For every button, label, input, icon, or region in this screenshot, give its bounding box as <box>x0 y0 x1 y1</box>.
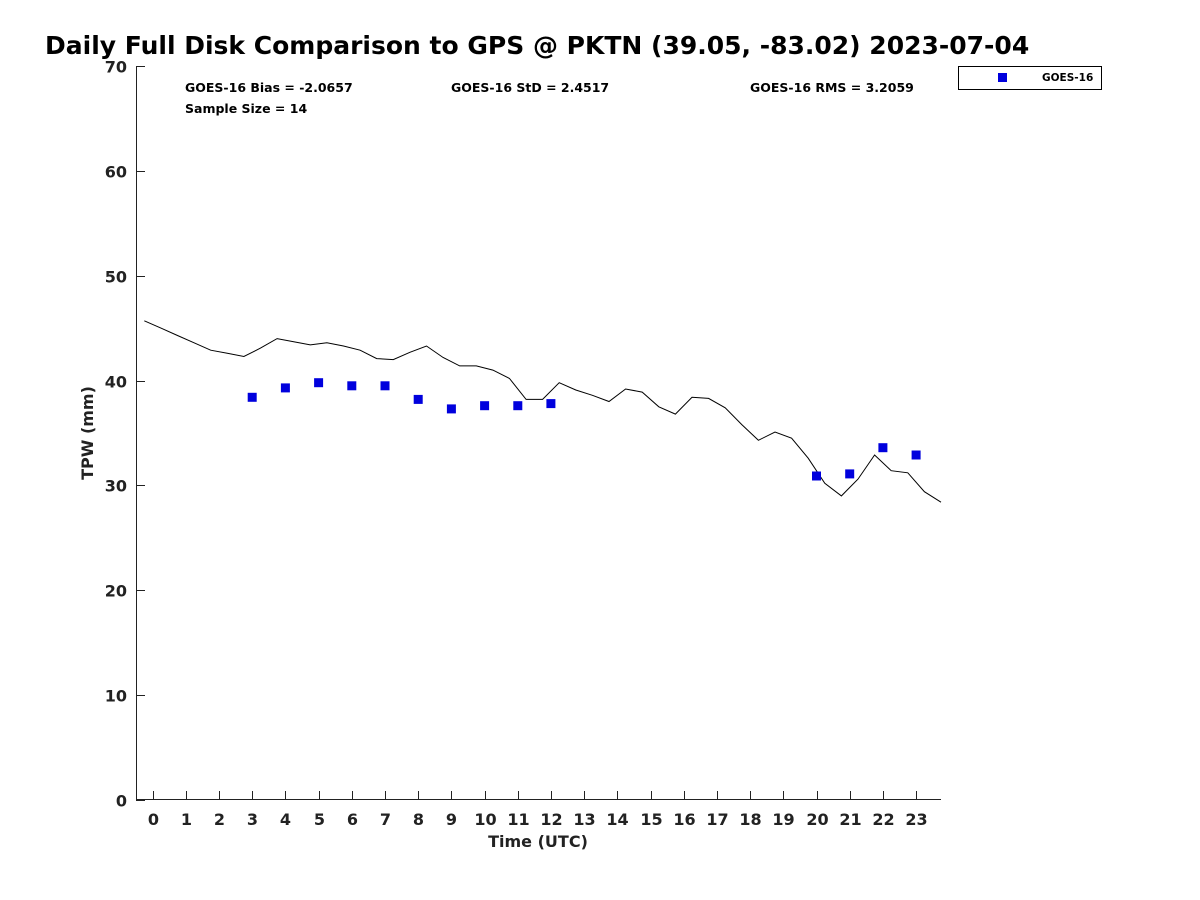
goes16-point <box>446 404 456 414</box>
goes16-point <box>347 381 357 391</box>
axes <box>136 66 941 800</box>
x-tick-label: 21 <box>839 810 861 829</box>
legend-label-goes16: GOES-16 <box>1042 72 1093 84</box>
y-tick-label: 70 <box>105 58 127 77</box>
goes16-point <box>513 401 523 411</box>
x-ticks: 0 1 2 3 4 5 6 7 8 9 10 11 12 13 14 15 16 17 18 19 20 21 22 23 <box>148 791 928 829</box>
x-tick-label: 15 <box>640 810 662 829</box>
goes16-point <box>812 471 821 481</box>
goes16-point <box>280 383 290 393</box>
y-tick-label: 30 <box>105 477 127 496</box>
legend: GOES-16 <box>958 66 1102 90</box>
goes16-point <box>546 399 556 409</box>
rms-stat: GOES-16 RMS = 3.2059 <box>750 80 914 95</box>
x-tick-label: 11 <box>507 810 529 829</box>
sample-size-stat: Sample Size = 14 <box>185 101 307 116</box>
y-tick-label: 60 <box>105 163 127 182</box>
goes16-point <box>380 381 390 391</box>
gps-line <box>144 320 942 503</box>
std-stat: GOES-16 StD = 2.4517 <box>451 80 609 95</box>
x-tick-label: 9 <box>446 810 457 829</box>
y-tick-label: 40 <box>105 373 127 392</box>
goes16-point <box>413 394 423 404</box>
x-tick-label: 4 <box>280 810 291 829</box>
y-tick-label: 0 <box>116 792 127 811</box>
x-tick-label: 17 <box>706 810 728 829</box>
x-tick-label: 6 <box>347 810 358 829</box>
y-tick-label: 10 <box>105 687 127 706</box>
x-tick-label: 16 <box>673 810 695 829</box>
x-tick-label: 3 <box>247 810 258 829</box>
x-tick-label: 7 <box>380 810 391 829</box>
x-tick-label: 19 <box>772 810 794 829</box>
goes16-point <box>878 443 888 453</box>
goes16-point <box>911 450 921 460</box>
x-tick-label: 8 <box>413 810 424 829</box>
x-tick-label: 12 <box>540 810 562 829</box>
bias-stat: GOES-16 Bias = -2.0657 <box>185 80 353 95</box>
goes16-point <box>314 378 324 388</box>
goes16-point <box>480 401 490 411</box>
x-tick-label: 10 <box>474 810 496 829</box>
x-tick-label: 18 <box>739 810 761 829</box>
y-ticks: 0 10 20 30 40 50 60 70 <box>105 58 145 811</box>
legend-marker-goes16 <box>998 73 1007 82</box>
goes16-point <box>845 469 855 479</box>
x-tick-label: 23 <box>905 810 927 829</box>
x-tick-label: 1 <box>181 810 192 829</box>
gps-line-series <box>144 320 942 503</box>
x-tick-label: 20 <box>806 810 828 829</box>
x-tick-label: 22 <box>872 810 894 829</box>
x-tick-label: 2 <box>214 810 225 829</box>
y-axis-label: TPW (mm) <box>78 386 97 480</box>
goes16-point <box>247 392 257 402</box>
goes16-point-series <box>247 378 921 481</box>
legend-box <box>958 66 1102 90</box>
x-tick-label: 13 <box>573 810 595 829</box>
x-tick-label: 0 <box>148 810 159 829</box>
y-tick-label: 50 <box>105 268 127 287</box>
x-tick-label: 5 <box>314 810 325 829</box>
x-axis-label: Time (UTC) <box>488 832 588 851</box>
chart-title: Daily Full Disk Comparison to GPS @ PKTN… <box>45 31 1029 60</box>
y-tick-label: 20 <box>105 582 127 601</box>
x-tick-label: 14 <box>606 810 628 829</box>
